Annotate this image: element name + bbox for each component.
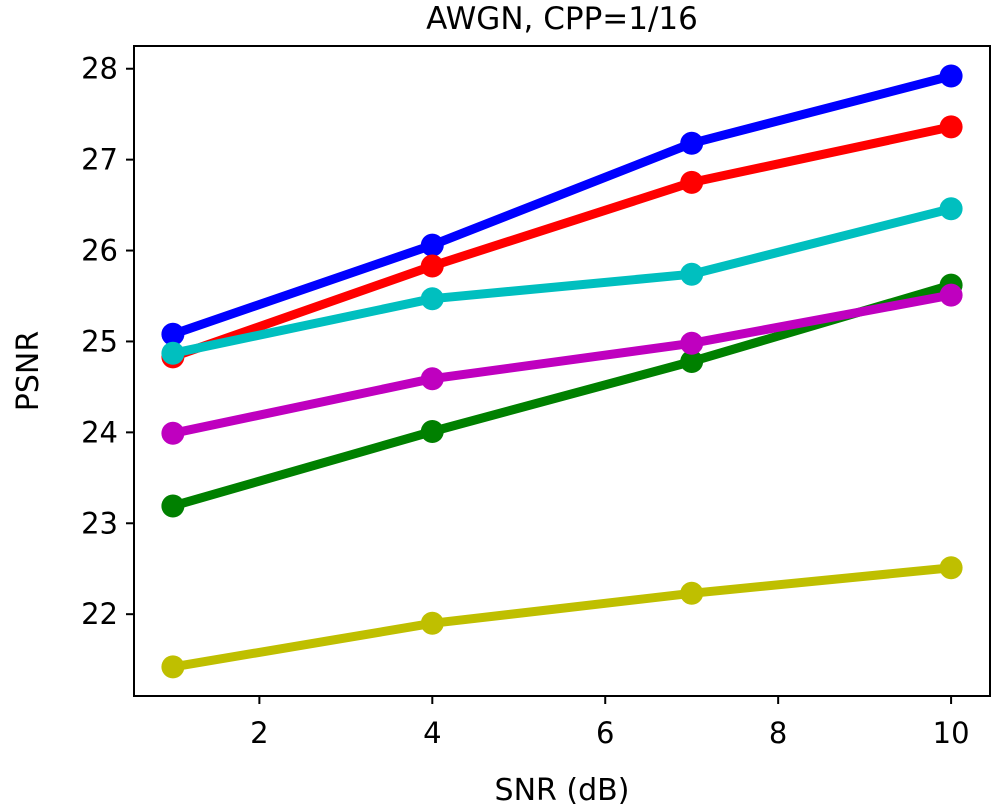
y-axis: 22 23 24 25 26 27 28 [81, 52, 134, 631]
series-olive [161, 556, 963, 679]
y-tick-label: 26 [81, 234, 118, 268]
series-line-cyan [171, 204, 953, 358]
data-point-red [420, 254, 444, 278]
series-magenta [161, 283, 963, 445]
series-layer [161, 64, 963, 679]
series-green [161, 273, 963, 518]
data-point-magenta [420, 367, 444, 391]
x-tick-label: 6 [596, 716, 614, 750]
series-cyan [161, 197, 963, 365]
data-point-red [939, 115, 963, 139]
data-point-magenta [680, 331, 704, 355]
data-point-olive [939, 556, 963, 580]
series-blue [161, 64, 963, 346]
x-axis-label: SNR (dB) [495, 773, 630, 808]
data-point-blue [161, 322, 185, 346]
chart-title: AWGN, CPP=1/16 [426, 1, 698, 37]
data-point-olive [420, 611, 444, 635]
x-tick-label: 4 [423, 716, 441, 750]
data-point-olive [680, 581, 704, 605]
y-tick-label: 25 [81, 324, 118, 358]
data-point-blue [420, 233, 444, 257]
data-point-blue [939, 64, 963, 88]
data-point-green [420, 420, 444, 443]
data-point-blue [680, 131, 704, 155]
data-point-green [161, 494, 185, 518]
y-tick-label: 27 [81, 143, 118, 177]
x-axis: 2 4 6 8 10 [250, 696, 970, 750]
series-line-olive [172, 563, 952, 672]
data-point-cyan [680, 262, 704, 286]
series-line-magenta [171, 290, 952, 438]
x-tick-label: 10 [933, 716, 970, 750]
data-point-magenta [161, 421, 185, 445]
plot-frame [133, 45, 991, 697]
y-tick-label: 28 [81, 52, 118, 86]
y-axis-label: PSNR [11, 331, 46, 411]
x-tick-label: 8 [769, 716, 787, 750]
data-point-cyan [939, 197, 963, 221]
y-tick-label: 22 [81, 597, 118, 631]
data-point-cyan [420, 287, 444, 311]
data-point-red [680, 170, 704, 194]
data-point-green [680, 350, 704, 373]
data-point-cyan [161, 341, 185, 365]
series-line-blue [171, 71, 953, 339]
y-tick-label: 24 [81, 415, 118, 449]
data-point-magenta [939, 283, 963, 307]
y-tick-label: 23 [81, 506, 118, 540]
series-line-red [171, 122, 953, 362]
x-tick-label: 2 [250, 716, 268, 750]
data-point-olive [161, 655, 185, 679]
